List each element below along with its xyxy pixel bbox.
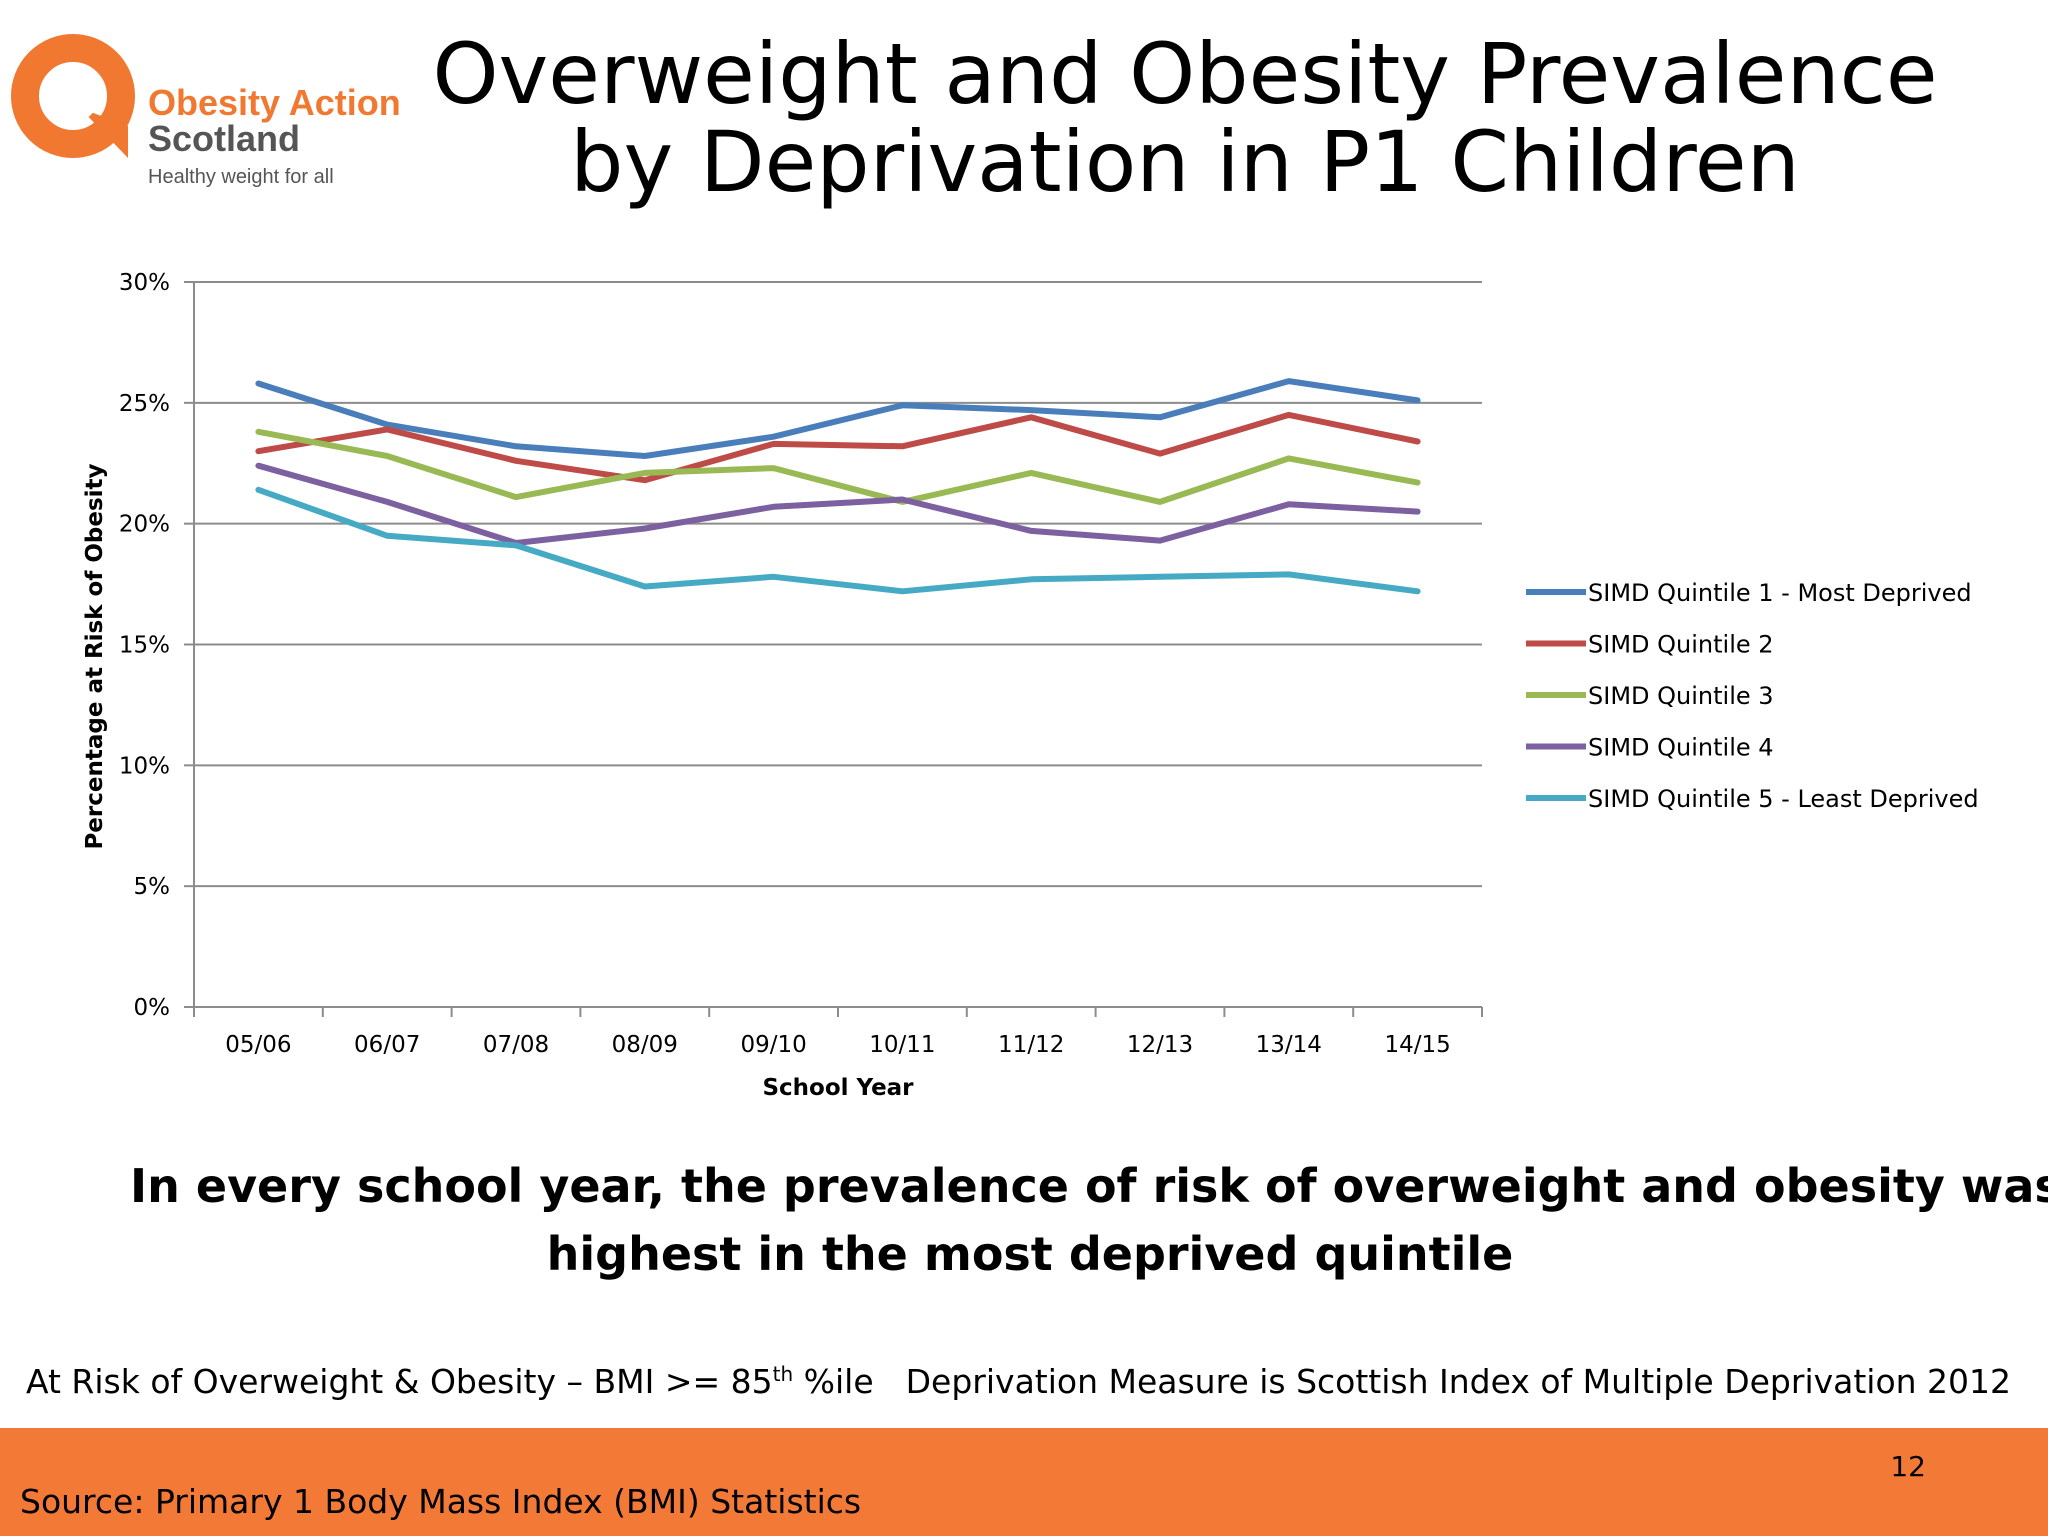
logo-tagline: Healthy weight for all: [148, 166, 334, 188]
x-axis-title: School Year: [762, 1075, 914, 1101]
series-line-3: [255, 428, 1421, 505]
legend-label-4: SIMD Quintile 4: [1588, 734, 1774, 762]
y-tick-label: 30%: [119, 270, 170, 296]
logo-mark-icon: [11, 34, 135, 158]
definition-prefix: At Risk of Overweight & Obesity – BMI >=…: [26, 1362, 773, 1401]
definition-note: At Risk of Overweight & Obesity – BMI >=…: [26, 1362, 874, 1401]
footnotes: At Risk of Overweight & Obesity – BMI >=…: [26, 1362, 2026, 1401]
y-tick-label: 20%: [119, 512, 170, 538]
definition-superscript: th: [772, 1362, 794, 1386]
conclusion-text: In every school year, the prevalence of …: [130, 1152, 2048, 1288]
y-tick-label: 10%: [119, 753, 170, 779]
footer-bar: 12 Source: Primary 1 Body Mass Index (BM…: [0, 1428, 2048, 1536]
conclusion-line-2: highest in the most deprived quintile: [546, 1227, 1514, 1281]
logo: Obesity Action Scotland Healthy weight f…: [10, 30, 430, 200]
source-text: Source: Primary 1 Body Mass Index (BMI) …: [20, 1482, 862, 1521]
page-title: Overweight and Obesity Prevalence by Dep…: [430, 30, 1940, 206]
logo-text-obesity-action: Obesity Action: [148, 82, 401, 123]
definition-suffix: %ile: [793, 1362, 874, 1401]
y-tick-label: 15%: [119, 633, 170, 659]
series-line-4: [255, 462, 1421, 546]
x-tick-label: 10/11: [869, 1032, 935, 1058]
x-tick-label: 08/09: [612, 1032, 678, 1058]
series-line-2: [255, 411, 1421, 484]
x-tick-label: 12/13: [1127, 1032, 1193, 1058]
legend-label-2: SIMD Quintile 2: [1588, 631, 1774, 659]
logo-text-scotland: Scotland: [148, 118, 301, 159]
legend-label-5: SIMD Quintile 5 - Least Deprived: [1588, 785, 1979, 813]
x-tick-label: 07/08: [483, 1032, 549, 1058]
y-tick-label: 5%: [134, 874, 171, 900]
page-number: 12: [1890, 1450, 1926, 1483]
x-tick-label: 14/15: [1384, 1032, 1450, 1058]
series-line-5: [255, 486, 1421, 595]
y-tick-label: 0%: [134, 995, 171, 1021]
x-tick-label: 09/10: [740, 1032, 806, 1058]
x-tick-label: 05/06: [225, 1032, 291, 1058]
legend-label-1: SIMD Quintile 1 - Most Deprived: [1588, 579, 1972, 607]
x-tick-label: 11/12: [998, 1032, 1064, 1058]
y-axis-title: Percentage at Risk of Obesity: [82, 463, 108, 849]
conclusion-line-1: In every school year, the prevalence of …: [130, 1159, 2048, 1213]
deprivation-note: Deprivation Measure is Scottish Index of…: [905, 1362, 2012, 1401]
y-tick-label: 25%: [119, 391, 170, 417]
line-chart: 0% 5% 10% 15% 20% 25% 30% 05/06 06/07 07/08 08/09 0…: [82, 270, 1979, 1101]
legend-label-3: SIMD Quintile 3: [1588, 682, 1774, 710]
x-tick-label: 13/14: [1256, 1032, 1322, 1058]
x-tick-label: 06/07: [354, 1032, 420, 1058]
title-line-2: by Deprivation in P1 Children: [570, 113, 1800, 211]
series-line-1: [255, 378, 1421, 459]
title-line-1: Overweight and Obesity Prevalence: [432, 25, 1938, 123]
